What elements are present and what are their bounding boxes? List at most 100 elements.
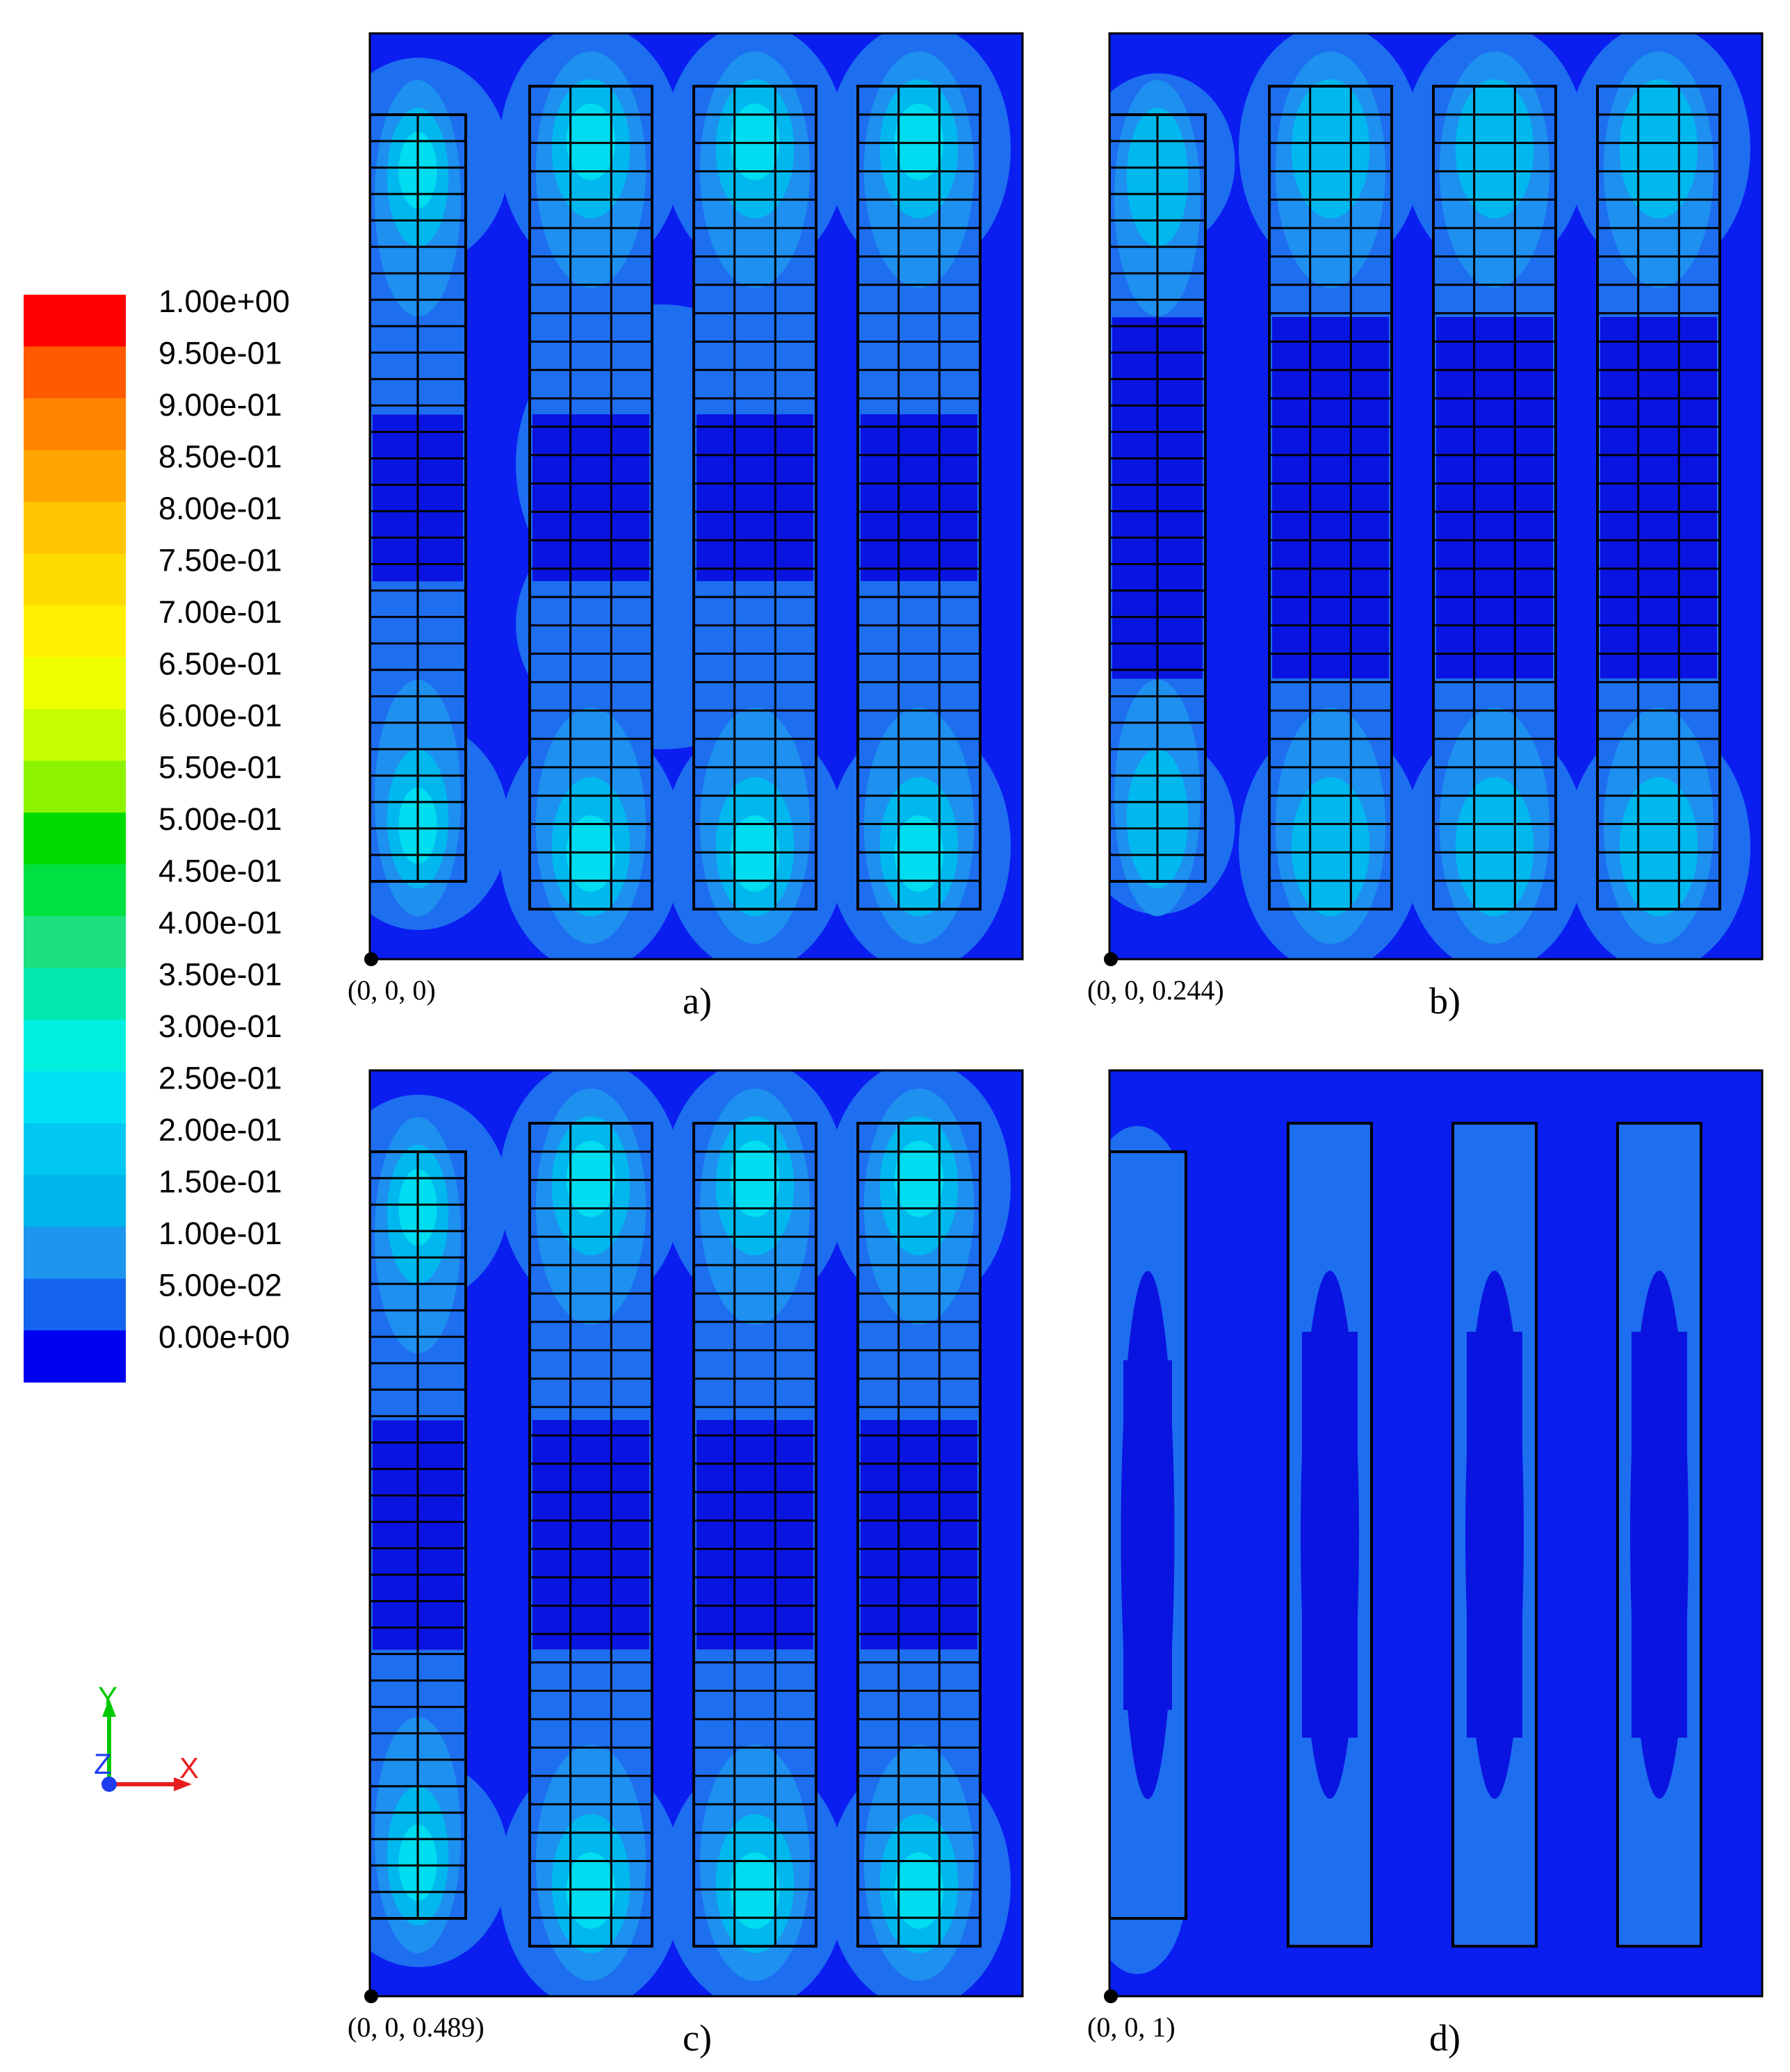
stack-border [1268, 85, 1393, 911]
contour-region [566, 1141, 616, 1217]
legend-tick-label: 5.00e-01 [158, 801, 282, 837]
legend-swatch [24, 1175, 126, 1227]
contour-region [697, 414, 813, 581]
heat-stack [692, 1088, 817, 1981]
heat-stack [1596, 51, 1721, 944]
axis-triad: Y Z X [94, 1681, 199, 1792]
heat-stack [370, 1117, 467, 1953]
panel-frame [368, 1069, 1024, 1998]
legend-tick-label: 8.00e-01 [158, 491, 282, 526]
legend-tick-label: 1.00e+00 [158, 284, 290, 319]
contour-region [1455, 777, 1534, 916]
heat-stack [692, 51, 817, 944]
contour-region [894, 1141, 944, 1217]
panel-frame [1108, 32, 1764, 961]
legend-tick-label: 5.50e-01 [158, 749, 282, 785]
origin-coordinate-label: (0, 0, 1) [1087, 2012, 1175, 2043]
panel-caption: c) [683, 2017, 712, 2059]
legend-tick-label: 2.50e-01 [158, 1060, 282, 1095]
stack-border [692, 85, 817, 911]
stack-border [1432, 85, 1557, 911]
contour-region [566, 104, 616, 180]
legend-swatch [24, 605, 126, 658]
heat-stack [1616, 1122, 1702, 1948]
legend-tick-label: 1.00e-01 [158, 1216, 282, 1251]
heat-stack [1268, 51, 1393, 944]
origin-marker-icon [364, 1989, 378, 2003]
contour-region [566, 815, 616, 892]
stack-border [692, 1122, 817, 1948]
legend-tick-label: 3.50e-01 [158, 956, 282, 992]
contour-panels: (0, 0, 0) a) (0, 0, 0.244) b) (0, 0, 0.489) c… [348, 32, 1764, 2059]
stack-border [1451, 1122, 1538, 1948]
contour-region [1600, 317, 1717, 678]
legend-swatch [24, 450, 126, 503]
contour-region [1455, 79, 1534, 218]
heat-stack [1109, 80, 1207, 916]
legend-tick-label: 6.00e-01 [158, 698, 282, 733]
y-axis-label: Y [98, 1681, 117, 1713]
contour-region [1291, 79, 1370, 218]
legend-swatch [24, 760, 126, 813]
legend-tick-label: 5.00e-02 [158, 1267, 282, 1303]
legend-swatch [24, 813, 126, 865]
contour-region [1465, 1271, 1524, 1799]
stack-border [1109, 1150, 1187, 1920]
contour-region [861, 1420, 977, 1649]
legend-swatch [24, 1020, 126, 1072]
origin-marker-icon [1104, 952, 1118, 966]
color-legend: 1.00e+00 9.50e-01 9.00e-01 8.50e-01 8.00e-01… [24, 284, 290, 1383]
legend-swatch [24, 1227, 126, 1280]
legend-tick-label: 7.00e-01 [158, 594, 282, 630]
contour-region [1272, 317, 1389, 678]
contour-region [730, 1141, 780, 1217]
origin-coordinate-label: (0, 0, 0.489) [348, 2012, 485, 2043]
contour-region [1630, 1271, 1689, 1799]
legend-swatch [24, 709, 126, 762]
legend-tick-label: 4.00e-01 [158, 905, 282, 940]
contour-region [730, 104, 780, 180]
contour-region [861, 414, 977, 581]
panel-caption: d) [1429, 2017, 1461, 2059]
heat-stack [1432, 51, 1557, 944]
x-axis-label: X [179, 1752, 199, 1784]
heat-stack [856, 1088, 982, 1981]
panel-frame [1108, 1069, 1764, 1998]
heat-stack [1287, 1122, 1373, 1948]
panel-a: (0, 0, 0) a) [348, 32, 1024, 1022]
legend-swatch [24, 657, 126, 710]
contour-region [894, 815, 944, 892]
heat-stack [528, 51, 653, 944]
contour-region [894, 1852, 944, 1929]
panel-frame [368, 32, 1024, 961]
contour-region [1301, 1271, 1359, 1799]
contour-region [730, 1852, 780, 1929]
contour-region [532, 414, 649, 581]
panel-d: (0, 0, 1) d) [1087, 1069, 1764, 2059]
stack-border [1109, 113, 1207, 883]
legend-swatch [24, 1123, 126, 1176]
contour-region [1619, 79, 1698, 218]
origin-coordinate-label: (0, 0, 0.244) [1087, 974, 1224, 1006]
panel-c: (0, 0, 0.489) c) [348, 1069, 1024, 2059]
heat-stack [528, 1088, 653, 1981]
z-axis-label: Z [94, 1747, 112, 1780]
stack-border [1287, 1122, 1373, 1948]
legend-tick-label: 4.50e-01 [158, 853, 282, 888]
origin-coordinate-label: (0, 0, 0) [348, 974, 436, 1006]
y-axis-arrowhead-icon [102, 1699, 116, 1717]
contour-region [1436, 317, 1553, 678]
contour-region [1619, 777, 1698, 916]
legend-swatch [24, 1330, 126, 1383]
panel-b: (0, 0, 0.244) b) [1087, 32, 1764, 1022]
origin-marker-icon [1104, 1989, 1118, 2003]
x-axis-arrowhead-icon [174, 1777, 192, 1791]
panel-caption: a) [683, 980, 712, 1022]
contour-region [697, 1420, 813, 1649]
contour-region [730, 815, 780, 892]
legend-swatch [24, 346, 126, 399]
stack-border [370, 113, 467, 883]
stack-border [370, 1150, 467, 1920]
legend-tick-label: 9.50e-01 [158, 335, 282, 370]
